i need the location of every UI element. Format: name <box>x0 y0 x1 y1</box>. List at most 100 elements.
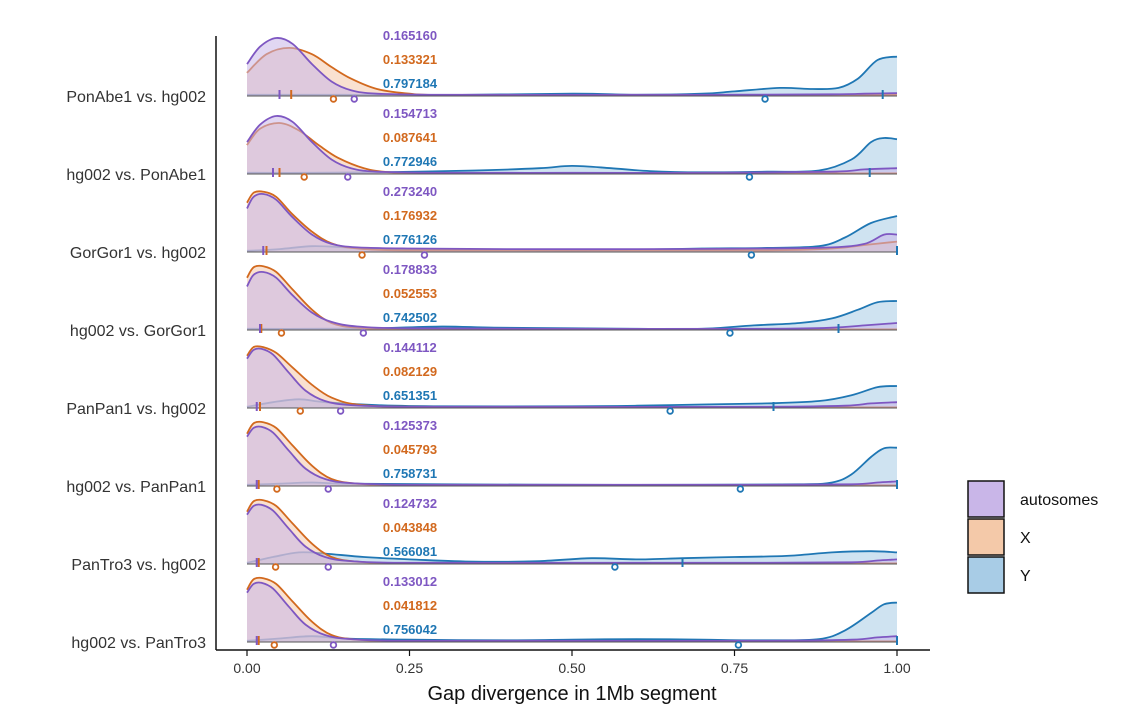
legend-key-autosomes <box>967 480 1005 518</box>
axes-layer <box>215 36 930 651</box>
x-axis-title: Gap divergence in 1Mb segment <box>427 683 716 705</box>
mean-point-X <box>358 251 366 259</box>
density-line-Y <box>246 446 898 486</box>
stat-label-X: 0.041812 <box>383 598 437 613</box>
stat-label-Y: 0.742502 <box>383 310 437 325</box>
density-fill-autosomes <box>247 37 897 96</box>
stat-label-autosomes: 0.178833 <box>383 262 437 277</box>
legend-key-Y <box>967 556 1005 594</box>
mean-point-Y <box>745 173 754 181</box>
mean-point-X <box>277 329 286 337</box>
ridge-4: PanPan1 vs. hg002 0.144112 0.082129 0.65135… <box>66 340 898 418</box>
stat-label-X: 0.043848 <box>383 520 437 535</box>
density-line-X <box>246 498 897 565</box>
y-tick-label: hg002 vs. PanPan1 <box>66 479 206 496</box>
mean-point-X <box>300 173 308 181</box>
stat-label-X: 0.133321 <box>383 52 437 67</box>
ridge-2: GorGor1 vs. hg002 0.273240 0.176932 0.77612… <box>70 184 898 262</box>
mean-point-autosomes <box>420 251 429 259</box>
stat-label-autosomes: 0.125373 <box>383 418 437 433</box>
ridge-1: hg002 vs. PonAbe1 0.154713 0.087641 0.77294… <box>66 106 898 184</box>
stat-label-X: 0.052553 <box>383 286 437 301</box>
legend-key-X <box>967 518 1005 556</box>
density-line-Y <box>246 601 898 642</box>
stat-label-X: 0.045793 <box>383 442 437 457</box>
stat-label-Y: 0.566081 <box>383 544 437 559</box>
stat-label-X: 0.087641 <box>383 130 437 145</box>
density-fill-autosomes <box>247 193 897 252</box>
stat-label-X: 0.176932 <box>383 208 437 223</box>
density-fill-autosomes <box>247 582 897 642</box>
mean-point-X <box>296 407 304 415</box>
density-line-autosomes <box>246 270 898 330</box>
stat-label-Y: 0.758731 <box>383 466 437 481</box>
ridge-5: hg002 vs. PanPan1 0.125373 0.045793 0.75873… <box>66 418 898 496</box>
y-tick-label: hg002 vs. PonAbe1 <box>66 167 206 184</box>
mean-point-Y <box>747 251 756 259</box>
density-fill-X <box>247 346 897 408</box>
y-tick-label: PonAbe1 vs. hg002 <box>66 89 206 106</box>
y-tick-label: PanTro3 vs. hg002 <box>71 557 206 574</box>
density-fill-autosomes <box>247 115 897 174</box>
ridges-layer: PonAbe1 vs. hg002 0.165160 0.133321 0.79718… <box>66 28 898 652</box>
density-fill-X <box>247 577 897 642</box>
density-line-autosomes <box>246 581 898 642</box>
mean-point-autosomes <box>344 173 352 181</box>
mean-point-X <box>270 641 278 649</box>
density-fill-Y <box>247 56 897 96</box>
stat-label-autosomes: 0.273240 <box>383 184 437 199</box>
stat-label-Y: 0.651351 <box>383 388 437 403</box>
density-fill-Y <box>247 447 897 486</box>
ridge-6: PanTro3 vs. hg002 0.124732 0.043848 0.56608… <box>71 496 898 574</box>
mean-point-autosomes <box>329 641 338 649</box>
mean-point-Y <box>666 407 674 415</box>
y-tick-label: PanPan1 vs. hg002 <box>66 401 206 418</box>
mean-point-autosomes <box>350 95 358 103</box>
mean-point-Y <box>726 329 734 337</box>
mean-point-autosomes <box>324 563 332 571</box>
density-line-X <box>246 264 897 331</box>
density-fill-autosomes <box>247 504 897 564</box>
mean-point-X <box>273 485 281 493</box>
ridge-0: PonAbe1 vs. hg002 0.165160 0.133321 0.79718… <box>66 28 898 106</box>
density-fill-X <box>247 191 897 252</box>
stat-label-Y: 0.772946 <box>383 154 437 169</box>
legend-label: X <box>1020 530 1031 547</box>
mean-point-Y <box>761 95 769 103</box>
stat-label-autosomes: 0.133012 <box>383 574 437 589</box>
density-line-X <box>246 576 897 643</box>
ridge-7: hg002 vs. PanTro3 0.133012 0.041812 0.75604… <box>71 574 898 652</box>
stat-label-Y: 0.776126 <box>383 232 437 247</box>
density-line-X <box>246 345 898 409</box>
y-tick-label: hg002 vs. PanTro3 <box>71 635 206 652</box>
density-line-X <box>246 420 897 487</box>
density-fill-X <box>247 265 897 330</box>
mean-point-autosomes <box>359 329 368 337</box>
density-line-autosomes <box>246 37 898 96</box>
x-tick-label: 1.00 <box>883 660 910 676</box>
stat-label-autosomes: 0.154713 <box>383 106 437 121</box>
x-tick-label: 0.50 <box>558 660 585 676</box>
density-fill-autosomes <box>247 348 897 408</box>
stat-label-Y: 0.756042 <box>383 622 437 637</box>
mean-point-Y <box>611 563 619 571</box>
density-line-autosomes <box>246 503 898 564</box>
stat-label-autosomes: 0.165160 <box>383 28 437 43</box>
density-fill-X <box>247 421 897 486</box>
stat-label-X: 0.082129 <box>383 364 437 379</box>
density-line-autosomes <box>246 425 898 486</box>
x-tick-label: 0.00 <box>233 660 260 676</box>
mean-point-X <box>271 563 280 571</box>
x-tick-label: 0.75 <box>721 660 748 676</box>
density-line-autosomes <box>246 192 898 251</box>
stat-label-autosomes: 0.144112 <box>383 340 437 355</box>
x-tick-label: 0.25 <box>396 660 423 676</box>
legend-label: Y <box>1020 568 1031 585</box>
mean-point-X <box>329 95 338 103</box>
density-line-autosomes <box>246 347 898 408</box>
mean-point-Y <box>734 641 743 649</box>
stat-label-autosomes: 0.124732 <box>383 496 437 511</box>
mean-point-autosomes <box>324 485 332 493</box>
mean-point-Y <box>736 485 745 493</box>
